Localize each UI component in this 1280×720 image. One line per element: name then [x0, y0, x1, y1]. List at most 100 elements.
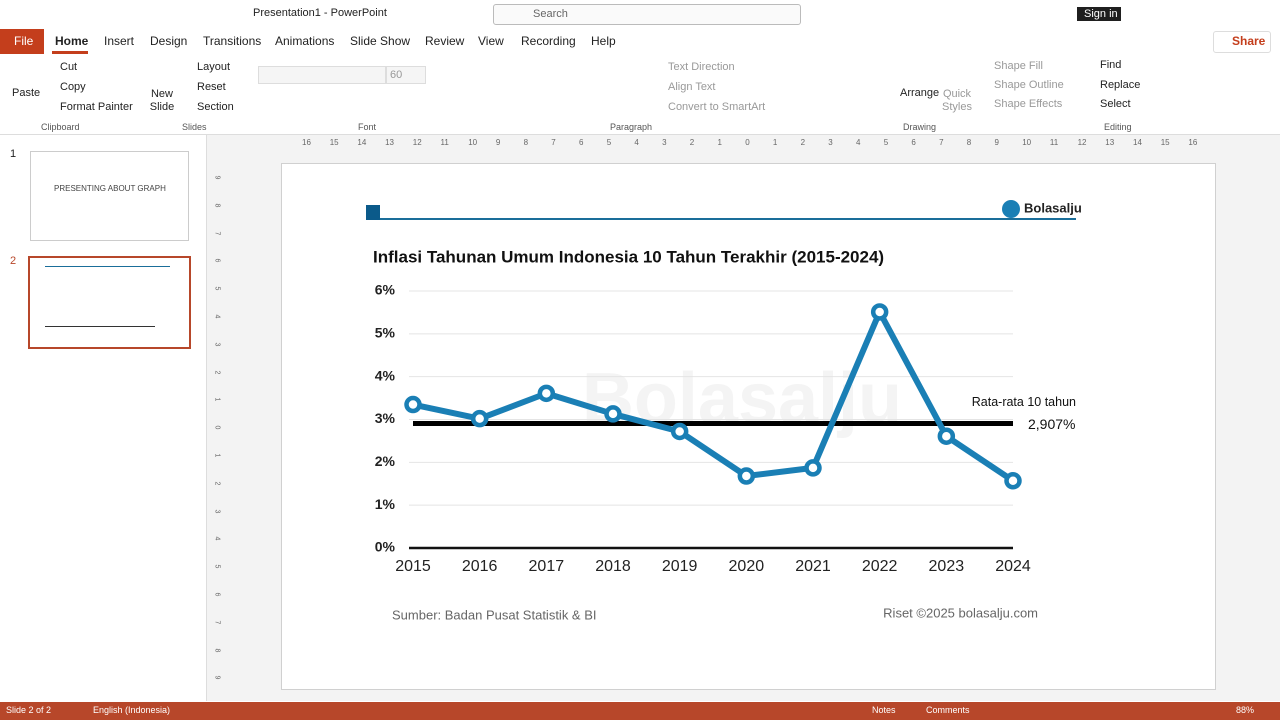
ribbon-tab[interactable]: Help: [591, 34, 616, 48]
ruler-label: 6: [911, 138, 916, 147]
ruler-label: 14: [1133, 138, 1142, 147]
ribbon-tab[interactable]: View: [478, 34, 504, 48]
ribbon-tab[interactable]: Recording: [521, 34, 576, 48]
status-bar: [0, 702, 1280, 720]
point: [1004, 472, 1022, 490]
ruler-label: 2: [689, 138, 695, 147]
ruler-label: 9: [213, 675, 221, 680]
ruler-label: 6: [213, 592, 221, 597]
share-label[interactable]: Share: [1232, 34, 1266, 48]
ruler-label: 4: [213, 536, 221, 541]
ribbon-button[interactable]: Arrange: [900, 87, 940, 99]
ruler-label: 14: [357, 138, 367, 147]
ribbon-button[interactable]: Copy: [60, 81, 86, 93]
ruler-label: 6: [213, 258, 221, 263]
ribbon-button[interactable]: Section: [197, 101, 234, 113]
ribbon-tab[interactable]: Slide Show: [350, 34, 411, 48]
ruler-label: 4: [856, 138, 861, 147]
ribbon-button[interactable]: Replace: [1100, 79, 1141, 91]
sign-in-label[interactable]: Sign in: [1084, 8, 1118, 20]
status-item[interactable]: Notes: [872, 705, 896, 715]
slide-panel: [0, 135, 207, 701]
ribbon-button[interactable]: Reset: [197, 81, 226, 93]
ribbon-button[interactable]: Convert to SmartArt: [668, 101, 766, 113]
ruler-label: 9: [495, 138, 501, 147]
ribbon-button[interactable]: Text Direction: [668, 61, 735, 73]
ruler-label: 7: [213, 620, 221, 625]
share-button[interactable]: [1213, 31, 1271, 53]
point: [670, 422, 689, 441]
thumbnail-1[interactable]: [30, 151, 189, 241]
ribbon-button[interactable]: 60: [390, 69, 403, 81]
search-placeholder[interactable]: Search: [533, 8, 568, 20]
ruler-label: 16: [302, 138, 311, 147]
ribbon-tab[interactable]: Home: [55, 34, 89, 48]
ribbon-button[interactable]: Shape Effects: [994, 98, 1063, 110]
thumb-decoration: [45, 266, 170, 267]
ribbon-button[interactable]: Select: [1100, 98, 1131, 110]
ruler-label: 2: [213, 481, 221, 486]
y-tick-label: 3%: [375, 410, 396, 426]
header-square: [366, 205, 380, 220]
ribbon-button[interactable]: Shape Outline: [994, 79, 1064, 91]
ruler-label: 3: [662, 138, 667, 147]
reference-value-label: 2,907%: [1028, 416, 1075, 432]
ribbon-button[interactable]: Cut: [60, 61, 78, 73]
thumbnail-title: PRESENTING ABOUT GRAPH: [54, 184, 166, 193]
ribbon-button[interactable]: Quick Styles: [942, 88, 972, 113]
x-tick-label: 2024: [995, 558, 1031, 575]
status-item: Slide 2 of 2: [6, 705, 52, 715]
ruler-label: 13: [1105, 138, 1115, 147]
logo-text: Bolasalju: [1024, 200, 1082, 215]
ribbon-group-label: Paragraph: [610, 122, 653, 132]
active-tab-underline: [52, 51, 88, 54]
ribbon-group-label: Font: [358, 122, 377, 132]
file-tab-bg[interactable]: [0, 29, 44, 54]
point: [604, 405, 622, 423]
x-tick-label: 2020: [729, 558, 765, 575]
font-size-box[interactable]: [386, 66, 426, 84]
y-tick-label: 6%: [375, 282, 396, 298]
point: [737, 467, 756, 485]
x-tick-label: 2016: [462, 558, 498, 575]
ruler-label: 11: [440, 138, 449, 147]
ruler-label: 3: [213, 342, 221, 347]
thumb-decoration: [45, 288, 155, 327]
ribbon-tab[interactable]: Transitions: [203, 34, 262, 48]
ribbon-button[interactable]: Find: [1100, 59, 1122, 71]
y-tick-label: 4%: [375, 367, 396, 383]
ribbon-tab[interactable]: Animations: [275, 34, 335, 48]
x-tick-label: 2018: [595, 558, 631, 575]
search-box[interactable]: [493, 4, 801, 25]
ribbon-button[interactable]: Shape Fill: [994, 60, 1043, 72]
ruler-label: 16: [1188, 138, 1198, 147]
ribbon-group-label: Slides: [182, 122, 207, 132]
ribbon-button[interactable]: New Slide: [149, 88, 175, 113]
x-tick-label: 2022: [862, 558, 898, 575]
credit-note: Riset ©2025 bolasalju.com: [883, 605, 1038, 620]
ribbon-tab[interactable]: File: [14, 34, 34, 48]
font-name-box[interactable]: [258, 66, 386, 84]
ribbon-button[interactable]: Format Painter: [60, 101, 133, 113]
ribbon-button[interactable]: Align Text: [668, 81, 716, 93]
point: [404, 395, 422, 414]
ruler-label: 6: [579, 138, 584, 147]
ribbon-button[interactable]: Layout: [197, 61, 231, 73]
thumbnail-2[interactable]: [28, 256, 191, 349]
ribbon-tab[interactable]: Review: [425, 34, 465, 48]
ribbon-tab[interactable]: Insert: [104, 34, 135, 48]
point: [937, 427, 956, 445]
x-tick-label: 2023: [929, 558, 965, 575]
ribbon-group-label: Drawing: [903, 122, 937, 132]
slide[interactable]: Bolasalju Bolasalju Inflasi Tahunan Umum I…: [281, 163, 1216, 690]
sign-in-button[interactable]: [1077, 7, 1121, 21]
status-item[interactable]: 88%: [1236, 705, 1255, 715]
status-item[interactable]: Comments: [926, 705, 970, 715]
status-item[interactable]: English (Indonesia): [93, 705, 171, 715]
ribbon-button[interactable]: Paste: [12, 87, 41, 99]
y-tick-label: 0%: [375, 539, 396, 555]
ribbon-tab[interactable]: Design: [150, 34, 188, 48]
x-tick-label: 2021: [795, 558, 831, 575]
